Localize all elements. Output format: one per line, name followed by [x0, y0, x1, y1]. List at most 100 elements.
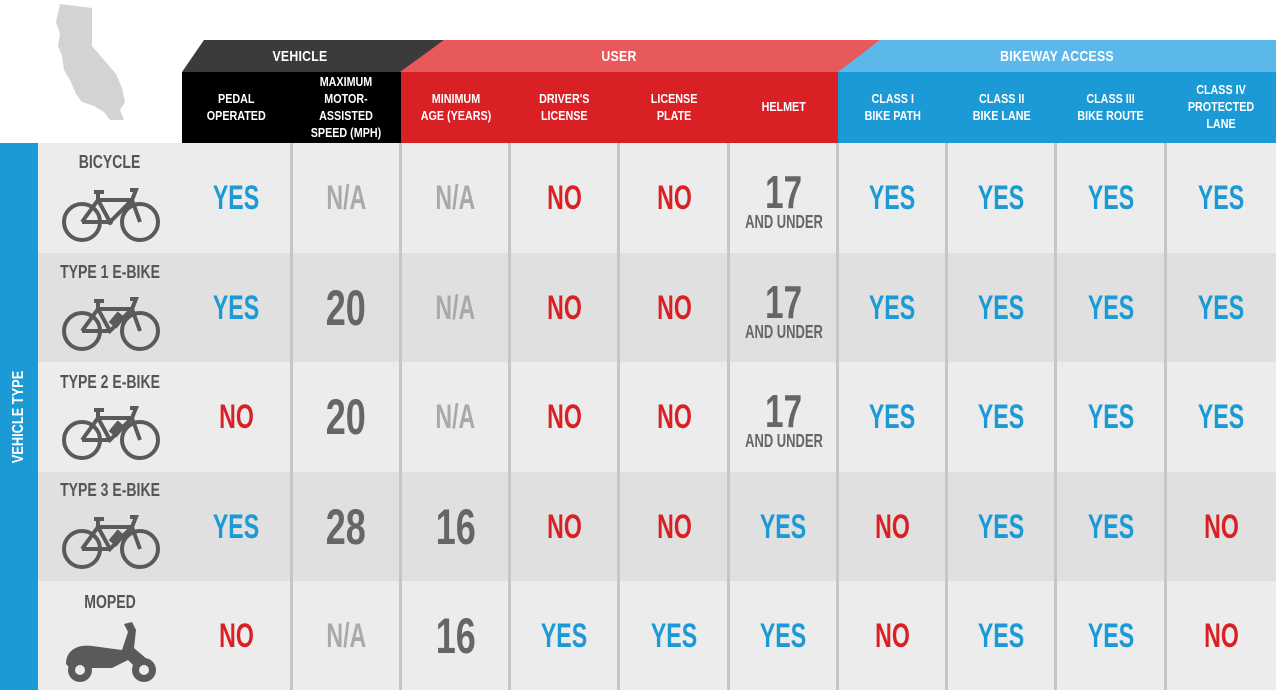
cell-subtext: AND UNDER — [744, 431, 823, 451]
table-cell: 16 — [401, 472, 510, 581]
table-cell: YES — [1056, 143, 1166, 253]
cell-value: N/A — [435, 179, 476, 217]
table-cell: YES — [947, 362, 1056, 472]
table-cell: YES — [1056, 362, 1166, 472]
table-cell: NO — [1166, 472, 1276, 581]
cell-value: YES — [1197, 179, 1245, 217]
table-cell: NO — [510, 143, 619, 253]
col-header-class-1: CLASS I BIKE PATH — [864, 91, 921, 123]
column-divider — [727, 143, 730, 690]
cell-value: YES — [1197, 398, 1245, 436]
table-cell: 20 — [291, 362, 401, 472]
user-group-header: USER — [400, 40, 880, 72]
table-row — [38, 581, 1276, 690]
table-cell: NO — [182, 362, 291, 472]
table-cell: NO — [619, 253, 729, 362]
cell-value: NO — [875, 616, 910, 655]
access-group-title: BIKEWAY ACCESS — [1000, 47, 1114, 65]
table-cell: N/A — [401, 143, 510, 253]
table-cell: YES — [182, 472, 291, 581]
cell-value: YES — [1087, 616, 1135, 655]
table-cell: N/A — [401, 253, 510, 362]
vehicle-group-header: VEHICLE — [182, 40, 444, 72]
row-label-type1: TYPE 1 E-BIKE — [60, 262, 160, 282]
table-cell: YES — [619, 581, 729, 690]
table-cell: YES — [182, 253, 291, 362]
column-divider — [1054, 143, 1057, 690]
table-cell: 17 AND UNDER — [729, 143, 838, 253]
table-cell: YES — [947, 253, 1056, 362]
table-cell: NO — [838, 472, 947, 581]
table-cell: N/A — [401, 362, 510, 472]
user-columns-band — [401, 72, 838, 143]
cell-value: NO — [219, 616, 254, 655]
cell-value: YES — [1087, 288, 1135, 327]
table-cell: NO — [1166, 581, 1276, 690]
cell-value: NO — [1203, 616, 1239, 655]
cell-value: 16 — [435, 607, 476, 664]
table-cell: NO — [619, 362, 729, 472]
table-cell: N/A — [291, 581, 401, 690]
table-cell: YES — [947, 581, 1056, 690]
col-header-max-speed: MAXIMUM MOTOR-ASSISTED SPEED (MPH) — [310, 74, 382, 140]
col-header-minimum-age: MINIMUM AGE (YEARS) — [420, 91, 491, 123]
table-cell: YES — [1166, 253, 1276, 362]
cell-value: YES — [869, 288, 916, 327]
column-divider — [508, 143, 511, 690]
ebike-icon — [62, 297, 160, 351]
col-header-license-plate: LICENSE PLATE — [650, 91, 698, 123]
cell-value: YES — [978, 179, 1025, 217]
cell-value: NO — [1203, 507, 1239, 546]
table-cell: 17 AND UNDER — [729, 253, 838, 362]
moped-icon — [66, 622, 156, 682]
cell-value: 20 — [325, 279, 367, 336]
col-header-drivers-license: DRIVER'S LICENSE — [539, 91, 590, 123]
table-cell: YES — [729, 581, 838, 690]
cell-value: YES — [650, 616, 698, 655]
table-cell: NO — [182, 581, 291, 690]
row-label-bicycle: BICYCLE — [79, 152, 141, 172]
access-columns-band — [838, 72, 1276, 143]
cell-value: YES — [1087, 507, 1135, 546]
cell-value: YES — [978, 398, 1025, 436]
table-cell: YES — [947, 472, 1056, 581]
vehicle-columns-band — [182, 72, 401, 143]
cell-value: YES — [978, 288, 1025, 327]
column-divider — [945, 143, 948, 690]
california-map-icon — [56, 4, 125, 120]
user-group-title: USER — [601, 47, 637, 65]
table-cell: YES — [838, 143, 947, 253]
table-cell: YES — [1056, 581, 1166, 690]
table-cell: YES — [838, 362, 947, 472]
col-header-class-2: CLASS II BIKE LANE — [972, 91, 1031, 123]
column-divider — [836, 143, 839, 690]
vehicle-type-label: VEHICLE TYPE — [10, 370, 27, 464]
cell-value: YES — [213, 288, 260, 327]
row-label-moped: MOPED — [84, 592, 136, 612]
column-divider — [290, 143, 293, 690]
col-header-class-3: CLASS III BIKE ROUTE — [1077, 91, 1145, 123]
col-header-pedal-operated: PEDAL OPERATED — [207, 91, 266, 123]
vehicle-group-title: VEHICLE — [272, 47, 328, 65]
col-header-helmet: HELMET — [761, 100, 806, 114]
table-cell: NO — [510, 362, 619, 472]
table-cell: NO — [838, 581, 947, 690]
bicycle-icon — [62, 188, 160, 242]
cell-value: NO — [656, 398, 692, 436]
table-cell: NO — [510, 472, 619, 581]
table-cell: N/A — [291, 143, 401, 253]
access-group-header: BIKEWAY ACCESS — [838, 40, 1276, 72]
cell-value: NO — [656, 507, 692, 546]
cell-value: 20 — [325, 389, 367, 445]
column-divider — [1164, 143, 1167, 690]
table-row — [38, 143, 1276, 253]
table-cell: YES — [947, 143, 1056, 253]
cell-value: NO — [547, 179, 582, 217]
cell-value: NO — [656, 288, 692, 327]
cell-subtext: AND UNDER — [744, 212, 823, 232]
table-cell: YES — [1056, 472, 1166, 581]
cell-value: YES — [978, 507, 1025, 546]
table-cell: NO — [510, 253, 619, 362]
table-cell: 28 — [291, 472, 401, 581]
cell-value: YES — [541, 616, 588, 655]
